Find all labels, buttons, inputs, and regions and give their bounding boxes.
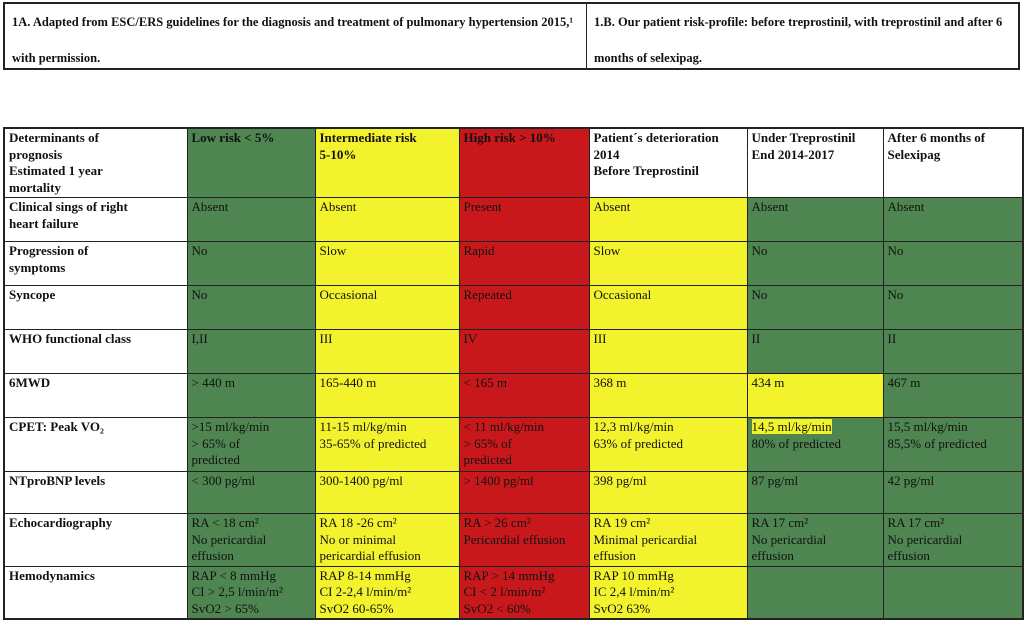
table-cell: No — [882, 241, 1024, 286]
table-cell: 165-440 m — [314, 373, 460, 418]
table-cell: RA 17 cm² No pericardial effusion — [882, 513, 1024, 567]
table-cell: No — [186, 285, 316, 330]
table-cell: No — [746, 285, 884, 330]
table-cell: RA 18 -26 cm² No or minimal pericardial … — [314, 513, 460, 567]
table-cell: Rapid — [458, 241, 590, 286]
table-row: WHO functional class I,II III IV III II II — [3, 329, 1024, 374]
column-header: After 6 months of Selexipag — [882, 127, 1024, 198]
table-cell: 300-1400 pg/ml — [314, 471, 460, 514]
table-cell: No — [186, 241, 316, 286]
table-cell: III — [588, 329, 748, 374]
table-cell: Repeated — [458, 285, 590, 330]
table-cell: RAP < 8 mmHg CI > 2,5 l/min/m² SvO2 > 65… — [186, 565, 316, 620]
table-cell: II — [882, 329, 1024, 374]
table-cell: 14,5 ml/kg/min 80% of predicted — [746, 417, 884, 472]
table-cell: IV — [458, 329, 590, 374]
row-label: Hemodynamics — [3, 565, 188, 620]
table-cell: 15,5 ml/kg/min 85,5% of predicted — [882, 417, 1024, 472]
table-row: Hemodynamics RAP < 8 mmHg CI > 2,5 l/min/… — [3, 565, 1024, 620]
table-caption: 1A. Adapted from ESC/ERS guidelines for … — [3, 2, 1020, 70]
table-cell: RA 17 cm² No pericardial effusion — [746, 513, 884, 567]
table-cell: < 165 m — [458, 373, 590, 418]
row-label: NTproBNP levels — [3, 471, 188, 514]
table-cell: Absent — [588, 197, 748, 242]
table-cell: RAP > 14 mmHg CI < 2 l/min/m² SvO2 < 60% — [458, 565, 590, 620]
row-label: Syncope — [3, 285, 188, 330]
table-cell: >15 ml/kg/min > 65% of predicted — [186, 417, 316, 472]
table-cell: 12,3 ml/kg/min 63% of predicted — [588, 417, 748, 472]
table-cell: I,II — [186, 329, 316, 374]
row-label: 6MWD — [3, 373, 188, 418]
table-row: Echocardiography RA < 18 cm² No pericardi… — [3, 513, 1024, 567]
table-cell: Present — [458, 197, 590, 242]
table-cell: RAP 10 mmHg IC 2,4 l/min/m² SvO2 63% — [588, 565, 748, 620]
row-label: Echocardiography — [3, 513, 188, 567]
caption-1a: 1A. Adapted from ESC/ERS guidelines for … — [5, 4, 587, 68]
column-header: High risk > 10% — [458, 127, 590, 198]
table-row: CPET: Peak VO₂ >15 ml/kg/min > 65% of pre… — [3, 417, 1024, 472]
table-cell: < 300 pg/ml — [186, 471, 316, 514]
row-label: Progression of symptoms — [3, 241, 188, 286]
table-cell: RA > 26 cm² Pericardial effusion — [458, 513, 590, 567]
table-row: NTproBNP levels < 300 pg/ml 300-1400 pg/ml… — [3, 471, 1024, 514]
table-cell: 368 m — [588, 373, 748, 418]
table-cell: II — [746, 329, 884, 374]
table-cell: Absent — [746, 197, 884, 242]
risk-assessment-table: Determinants of prognosis Estimated 1 ye… — [3, 127, 1024, 620]
table-cell: > 440 m — [186, 373, 316, 418]
row-label: CPET: Peak VO₂ — [3, 417, 188, 472]
table-row: Clinical sings of right heart failure Abs… — [3, 197, 1024, 242]
table-cell: 467 m — [882, 373, 1024, 418]
table-cell: No — [882, 285, 1024, 330]
column-header: Low risk < 5% — [186, 127, 316, 198]
column-header: Determinants of prognosis Estimated 1 ye… — [3, 127, 188, 198]
cell-text: 80% of predicted — [751, 435, 842, 451]
column-header: Patient´s deterioration 2014 Before Trep… — [588, 127, 748, 198]
table-cell: 398 pg/ml — [588, 471, 748, 514]
table-row: Syncope No Occasional Repeated Occasional No N… — [3, 285, 1024, 330]
row-label: WHO functional class — [3, 329, 188, 374]
table-cell: Slow — [588, 241, 748, 286]
table-cell — [882, 565, 1024, 620]
table-cell: 87 pg/ml — [746, 471, 884, 514]
table-cell: RA < 18 cm² No pericardial effusion — [186, 513, 316, 567]
caption-1b: 1.B. Our patient risk-profile: before tr… — [594, 15, 1003, 65]
table-cell: RAP 8-14 mmHg CI 2-2,4 l/min/m² SvO2 60-… — [314, 565, 460, 620]
table-cell: < 11 ml/kg/min > 65% of predicted — [458, 417, 590, 472]
row-label: Clinical sings of right heart failure — [3, 197, 188, 242]
table-cell: Slow — [314, 241, 460, 286]
table-cell: 11-15 ml/kg/min 35-65% of predicted — [314, 417, 460, 472]
table-row: Progression of symptoms No Slow Rapid Slow No… — [3, 241, 1024, 286]
table-cell: 42 pg/ml — [882, 471, 1024, 514]
table-cell: Absent — [186, 197, 316, 242]
column-header: Intermediate risk 5-10% — [314, 127, 460, 198]
table-cell: III — [314, 329, 460, 374]
table-cell: No — [746, 241, 884, 286]
table-cell: > 1400 pg/ml — [458, 471, 590, 514]
table-cell: Absent — [882, 197, 1024, 242]
table-cell: RA 19 cm² Minimal pericardial effusion — [588, 513, 748, 567]
table-cell — [746, 565, 884, 620]
header-row: Determinants of prognosis Estimated 1 ye… — [3, 127, 1024, 198]
table-cell: Occasional — [314, 285, 460, 330]
table-cell: Absent — [314, 197, 460, 242]
table-row: 6MWD > 440 m 165-440 m < 165 m 368 m 434 m 467… — [3, 373, 1024, 418]
highlighted-text: 14,5 ml/kg/min — [751, 419, 832, 434]
table-cell: Occasional — [588, 285, 748, 330]
column-header: Under Treprostinil End 2014-2017 — [746, 127, 884, 198]
table-cell: 434 m — [746, 373, 884, 418]
